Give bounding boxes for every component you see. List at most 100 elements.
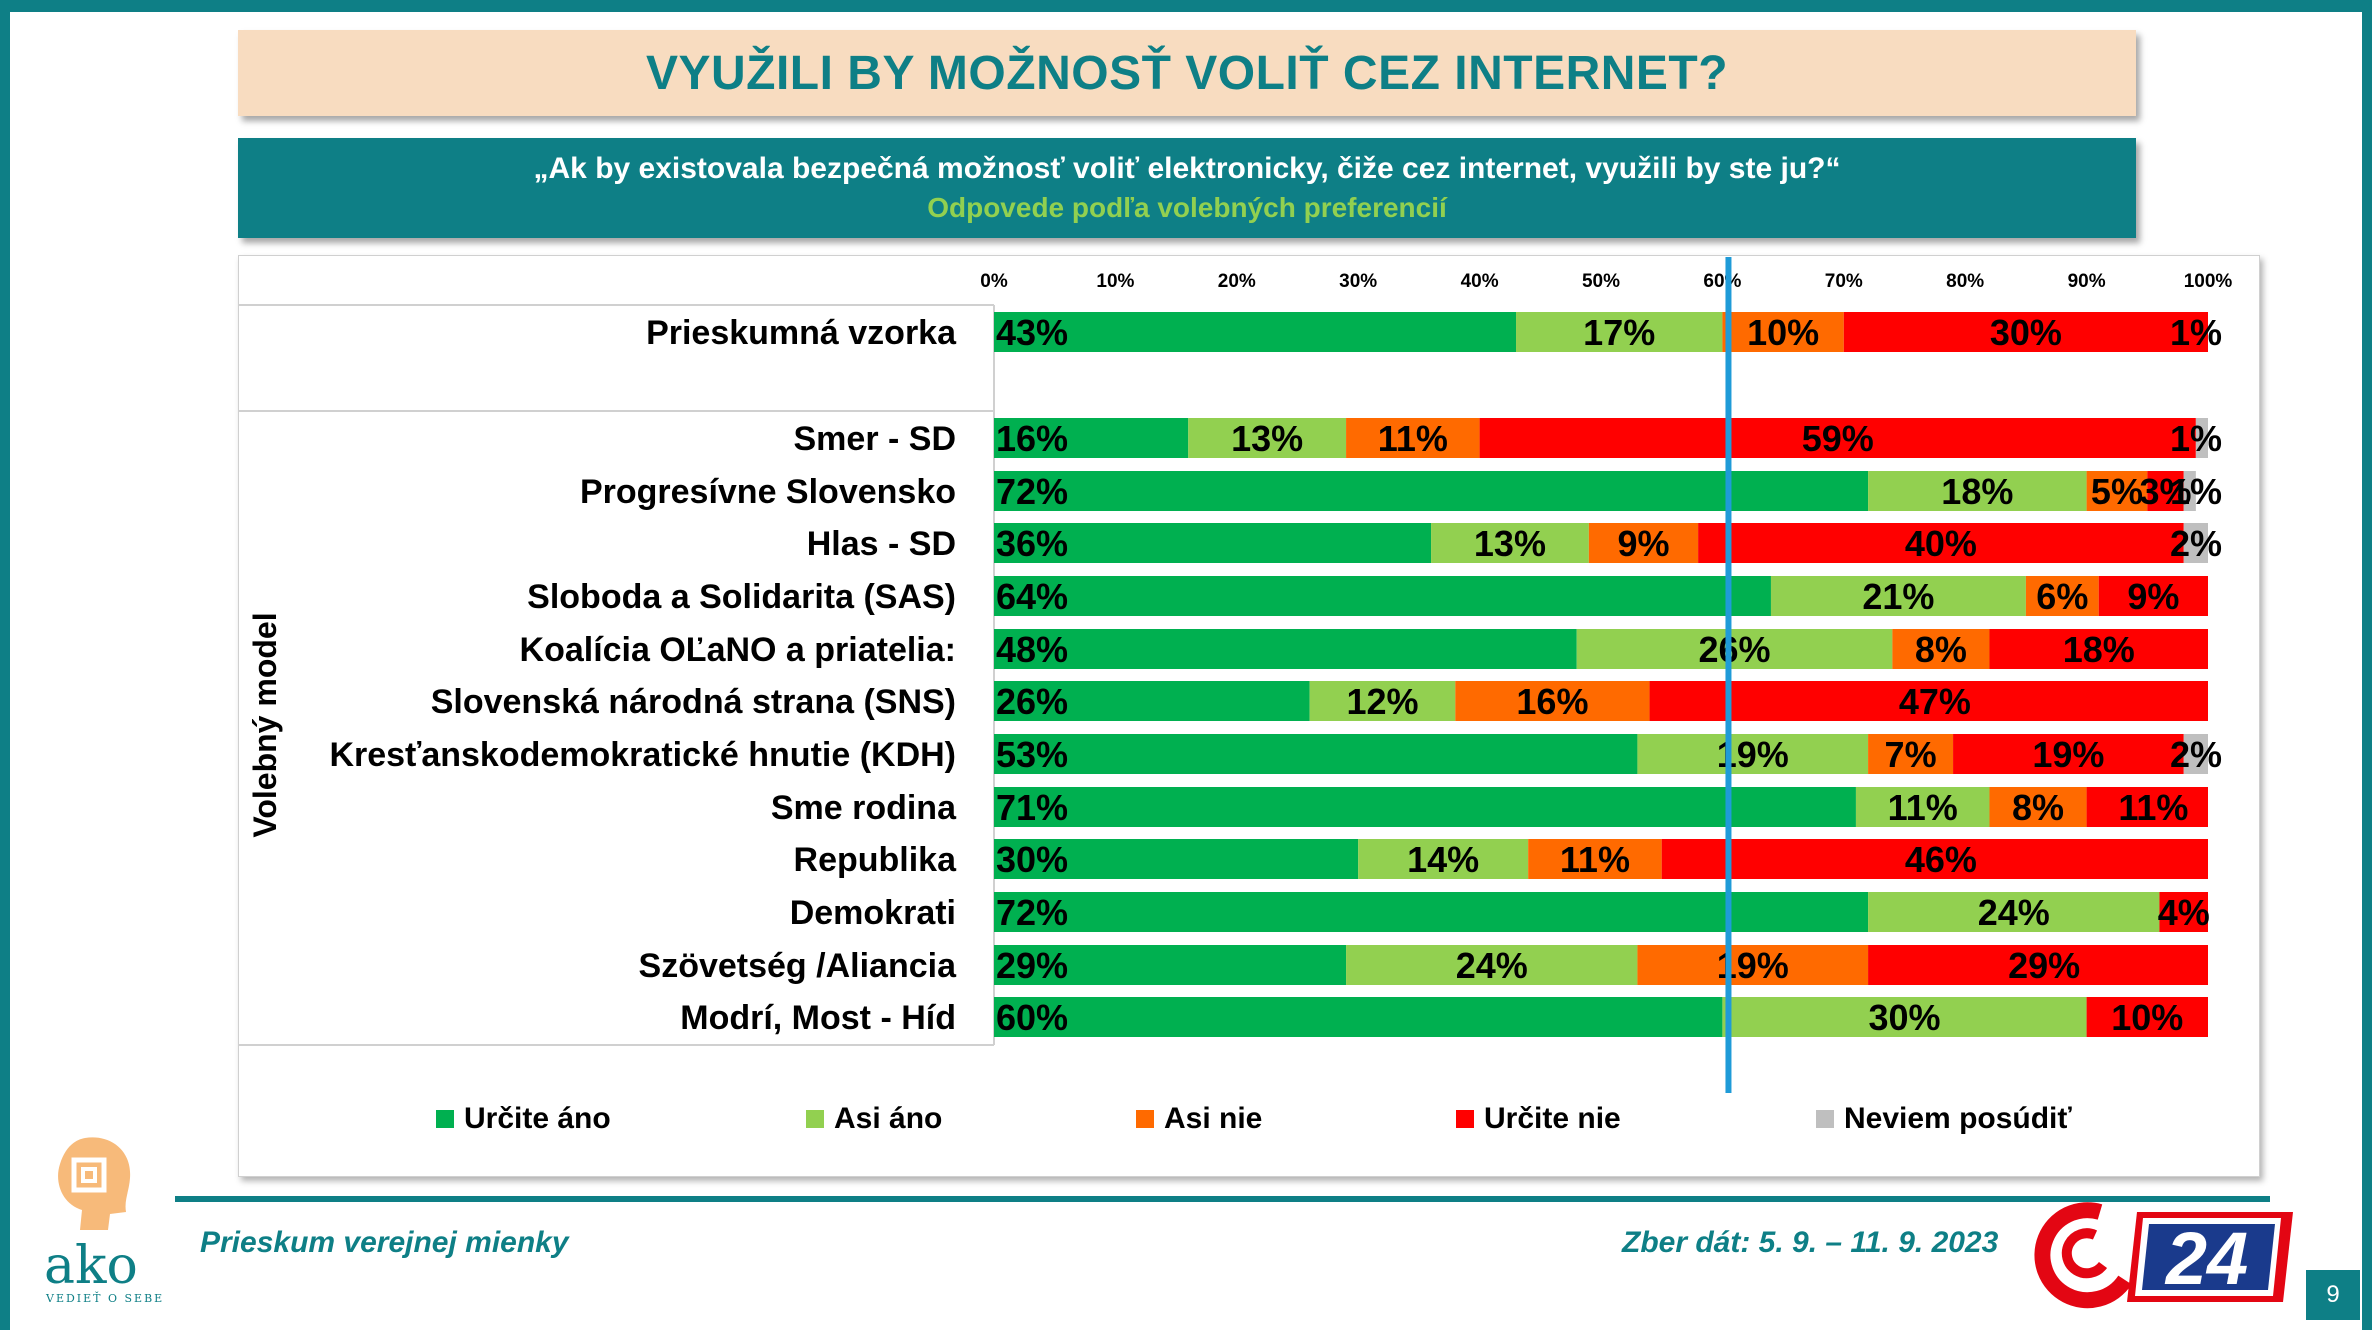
bar-segment-ur-ite-nie (2086, 997, 2208, 1037)
subtitle-banner: „Ak by existovala bezpečná možnosť voliť… (238, 138, 2136, 238)
footer-divider (175, 1196, 2270, 1202)
bar-segment-neviem-pos-di- (2195, 418, 2208, 458)
page-number: 9 (2306, 1270, 2360, 1320)
category-label: Prieskumná vzorka (646, 314, 957, 352)
category-label: Sme rodina (771, 789, 957, 827)
data-label: 19% (2032, 734, 2104, 775)
data-label: 24% (1978, 892, 2050, 933)
data-label: 16% (996, 418, 1068, 459)
data-label: 6% (2036, 576, 2088, 617)
data-label: 8% (1915, 629, 1967, 670)
bar-segment-asi-nie (1989, 787, 2087, 827)
bar-segment-asi-nie (2086, 471, 2148, 511)
category-label: Progresívne Slovensko (580, 473, 956, 511)
data-label: 4% (2158, 892, 2210, 933)
bar-segment-neviem-pos-di- (2183, 734, 2208, 774)
bar-segment-asi-no (1188, 418, 1347, 458)
bar-segment-asi-no (1637, 734, 1869, 774)
bar-segment-ur-ite-no (994, 997, 1723, 1037)
bar-segment-ur-ite-nie (1868, 945, 2208, 985)
data-label: 21% (1862, 576, 1934, 617)
data-label: 11% (2118, 787, 2188, 828)
data-label: 30% (1868, 997, 1940, 1038)
bar-segment-asi-no (1868, 471, 2087, 511)
bar-segment-ur-ite-no (994, 471, 1869, 511)
bar-segment-asi-no (1346, 945, 1638, 985)
data-label: 18% (1941, 471, 2013, 512)
category-label: Smer - SD (794, 420, 957, 458)
x-tick-label: 60% (1703, 271, 1741, 292)
data-label: 53% (996, 734, 1068, 775)
data-label: 11% (1560, 839, 1630, 880)
group-axis-label: Volebný model (247, 612, 283, 837)
legend-label: Asi áno (834, 1102, 942, 1135)
survey-question: „Ak by existovala bezpečná možnosť voliť… (533, 152, 1841, 185)
data-label: 26% (996, 681, 1068, 722)
bar-segment-asi-nie (1722, 312, 1844, 352)
data-label: 3% (2139, 471, 2191, 512)
category-label: Kresťanskodemokratické hnutie (KDH) (329, 736, 956, 774)
data-label: 64% (996, 576, 1068, 617)
bar-segment-neviem-pos-di- (2183, 471, 2196, 511)
ako-logo-tagline: VEDIEŤ O SEBE (46, 1292, 165, 1305)
bar-segment-neviem-pos-di- (2183, 523, 2208, 563)
category-label: Demokrati (790, 894, 956, 932)
data-label: 10% (1747, 312, 1819, 353)
x-tick-label: 100% (2184, 271, 2233, 292)
x-tick-label: 90% (2068, 271, 2106, 292)
data-label: 13% (1231, 418, 1303, 459)
data-label: 7% (1885, 734, 1937, 775)
bar-segment-ur-ite-nie (1953, 734, 2184, 774)
bar-segment-ur-ite-nie (1989, 629, 2208, 669)
legend-label: Neviem posúdiť (1844, 1102, 2072, 1135)
bar-segment-ur-ite-nie (2159, 892, 2208, 932)
data-label: 14% (1407, 839, 1479, 880)
joj24-logo-text: 24 (2164, 1217, 2248, 1300)
bar-segment-ur-ite-no (994, 892, 1869, 932)
page-title: VYUŽILI BY MOŽNOSŤ VOLIŤ CEZ INTERNET? (645, 46, 1729, 100)
data-label: 2% (2170, 523, 2222, 564)
category-label: Modrí, Most - Híd (680, 999, 956, 1037)
legend-label: Určite nie (1484, 1102, 1621, 1135)
data-label: 71% (996, 787, 1068, 828)
bar-segment-ur-ite-no (994, 629, 1577, 669)
ako-logo-icon (58, 1137, 131, 1230)
title-banner: VYUŽILI BY MOŽNOSŤ VOLIŤ CEZ INTERNET? (238, 30, 2136, 116)
data-label: 5% (2091, 471, 2143, 512)
category-label: Slovenská národná strana (SNS) (431, 683, 956, 721)
bar-segment-asi-no (1868, 892, 2160, 932)
bar-segment-asi-no (1309, 681, 1456, 721)
category-label: Szövetség /Aliancia (639, 947, 958, 985)
data-label: 1% (2170, 418, 2222, 459)
category-label: Sloboda a Solidarita (SAS) (527, 578, 956, 616)
bar-segment-ur-ite-nie (2086, 787, 2208, 827)
x-tick-label: 20% (1218, 271, 1256, 292)
data-label: 30% (996, 839, 1068, 880)
bar-segment-asi-nie (2025, 576, 2099, 616)
legend-label: Asi nie (1164, 1102, 1262, 1135)
bar-segment-ur-ite-no (994, 523, 1432, 563)
data-label: 59% (1802, 418, 1874, 459)
legend-swatch (806, 1110, 824, 1128)
data-label: 9% (1617, 523, 1669, 564)
bar-segment-asi-no (1431, 523, 1589, 563)
data-label: 11% (1888, 787, 1958, 828)
bar-segment-ur-ite-no (994, 312, 1517, 352)
data-label: 72% (996, 892, 1068, 933)
data-label: 47% (1899, 681, 1971, 722)
joj24-logo-icon: 24 (2034, 1202, 2293, 1309)
bar-segment-ur-ite-nie (1479, 418, 2196, 458)
bar-segment-ur-ite-no (994, 734, 1638, 774)
bar-segment-asi-no (1855, 787, 1990, 827)
data-label: 40% (1905, 523, 1977, 564)
bar-segment-asi-nie (1346, 418, 1480, 458)
category-label: Hlas - SD (807, 525, 956, 563)
data-label: 48% (996, 629, 1068, 670)
data-label: 26% (1699, 629, 1771, 670)
data-label: 72% (996, 471, 1068, 512)
x-tick-label: 0% (980, 271, 1008, 292)
legend-swatch (1456, 1110, 1474, 1128)
data-label: 9% (2127, 576, 2179, 617)
data-label: 1% (2170, 312, 2222, 353)
data-label: 30% (1990, 312, 2062, 353)
